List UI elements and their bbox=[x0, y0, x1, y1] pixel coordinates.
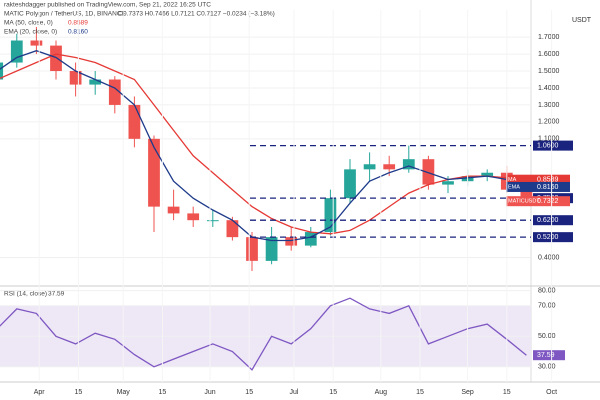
candle-body bbox=[402, 159, 415, 170]
y-tick-label: 1.1000 bbox=[538, 136, 560, 143]
candle-body bbox=[481, 172, 494, 177]
level-label: 1.0600 bbox=[537, 142, 559, 149]
candle-body bbox=[246, 237, 258, 261]
candle-body bbox=[383, 164, 396, 170]
tag-name: MATICUSDT bbox=[508, 199, 540, 205]
rsi-title: RSI (14, close) bbox=[4, 291, 47, 298]
candle-body bbox=[324, 198, 337, 233]
y-tick-label: 1.3000 bbox=[538, 102, 560, 109]
x-tick-label: 15 bbox=[159, 389, 167, 396]
rsi-tag bbox=[533, 350, 565, 361]
candle-body bbox=[265, 237, 278, 261]
candle-body bbox=[226, 220, 239, 238]
candle-body bbox=[442, 181, 454, 185]
candle-body bbox=[187, 213, 200, 221]
x-tick-label: 15 bbox=[329, 389, 337, 396]
legend-label: EMA (20, close, 0) bbox=[4, 29, 57, 36]
candle-body bbox=[30, 40, 43, 46]
x-tick-label: Apr bbox=[34, 389, 46, 396]
price-tag bbox=[506, 196, 570, 207]
candle-body bbox=[206, 220, 219, 222]
candle-body bbox=[304, 232, 317, 246]
legend-label: MA (50, close, 0) bbox=[4, 20, 53, 27]
level-tag bbox=[533, 215, 573, 226]
candle-body bbox=[148, 138, 160, 207]
price-tag bbox=[506, 181, 570, 192]
tag-name: EMA bbox=[508, 184, 520, 190]
unit-label: USDT bbox=[572, 17, 592, 24]
series-line bbox=[0, 297, 527, 371]
price-tag bbox=[506, 174, 570, 185]
candle-body bbox=[422, 159, 435, 185]
y-tick-label: 70.00 bbox=[538, 303, 556, 310]
x-tick-label: Aug bbox=[375, 389, 388, 396]
level-label: 0.6200 bbox=[537, 217, 559, 224]
level-label: 0.5200 bbox=[537, 234, 559, 241]
tag-label: 0.8589 bbox=[537, 177, 559, 184]
candle-body bbox=[520, 189, 533, 202]
x-tick-label: Oct bbox=[546, 389, 557, 396]
candle-body bbox=[10, 40, 23, 63]
tag-label: 0.7322 bbox=[537, 198, 559, 205]
y-tick-label: 50.00 bbox=[538, 333, 556, 340]
rsi-tag-label: 37.59 bbox=[537, 352, 555, 359]
level-tag bbox=[533, 232, 573, 243]
x-tick-label: Jul bbox=[290, 389, 299, 396]
y-tick-label: 0.4000 bbox=[538, 254, 560, 261]
y-tick-label: 1.5000 bbox=[538, 68, 560, 75]
x-tick-label: Jun bbox=[204, 389, 215, 396]
x-tick-label: May bbox=[117, 389, 131, 396]
candle-body bbox=[167, 206, 180, 214]
attribution: rakteshdagger published on TradingView.c… bbox=[4, 2, 211, 9]
chart-title: MATIC Polygon / TetherUS, 1D, BINANCE bbox=[4, 11, 127, 18]
candle-body bbox=[285, 237, 298, 246]
y-tick-label: 1.4000 bbox=[538, 85, 560, 92]
x-tick-label: 15 bbox=[503, 389, 511, 396]
y-tick-label: 1.2000 bbox=[538, 119, 560, 126]
candle-body bbox=[69, 71, 82, 85]
y-tick-label: 1.6000 bbox=[538, 51, 560, 58]
x-tick-label: Sep bbox=[461, 389, 474, 396]
tag-label: 0.8160 bbox=[537, 184, 559, 191]
candle-body bbox=[50, 45, 62, 72]
y-tick-label: 1.7000 bbox=[538, 34, 560, 41]
series-line bbox=[0, 53, 527, 235]
x-tick-label: 15 bbox=[245, 389, 253, 396]
y-tick-label: 30.00 bbox=[538, 364, 556, 371]
level-tag bbox=[533, 140, 573, 151]
rsi-last: 37.59 bbox=[48, 291, 65, 298]
candle-body bbox=[344, 169, 356, 199]
x-tick-label: 15 bbox=[416, 389, 424, 396]
x-tick-label: 15 bbox=[75, 389, 83, 396]
candle-body bbox=[363, 164, 376, 170]
candle-body bbox=[0, 62, 4, 80]
candle-body bbox=[128, 104, 141, 139]
candle-body bbox=[108, 79, 121, 105]
ohlc-text: O0.7373 H0.7466 L0.7121 C0.7127 −0.0234 … bbox=[118, 11, 275, 18]
series-line bbox=[0, 50, 527, 242]
candle-body bbox=[89, 79, 102, 85]
tag-name: MA bbox=[508, 177, 517, 183]
y-tick-label: 80.00 bbox=[538, 287, 556, 294]
